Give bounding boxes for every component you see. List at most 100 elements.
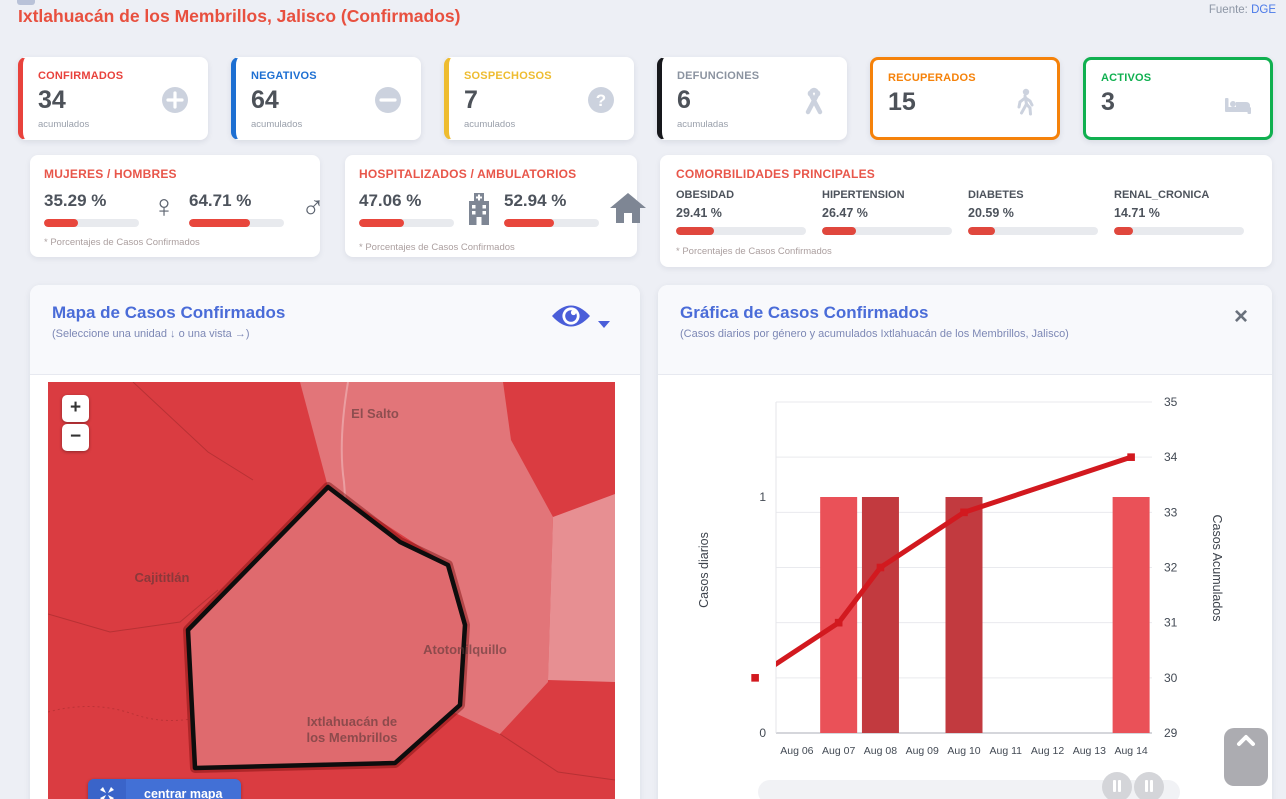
- center-map-button[interactable]: centrar mapa: [88, 779, 241, 799]
- ribbon-icon: [798, 84, 830, 116]
- svg-text:29: 29: [1164, 726, 1178, 740]
- svg-text:Aug 06: Aug 06: [780, 745, 813, 757]
- map-label-el-salto: El Salto: [351, 406, 399, 421]
- svg-text:Aug 08: Aug 08: [864, 745, 897, 757]
- map-label-ixtlahuacan-2: los Membrillos: [306, 730, 397, 745]
- gender-panel-title: MUJERES / HOMBRES: [44, 167, 177, 181]
- female-icon: ♀: [152, 188, 176, 224]
- card-label: CONFIRMADOS: [38, 70, 124, 82]
- comorbidity-progress: [676, 227, 806, 235]
- logo-fragment: [17, 0, 35, 5]
- chart-panel-title: Gráfica de Casos Confirmados: [680, 303, 929, 322]
- comorbidity-progress: [968, 227, 1098, 235]
- source-link[interactable]: DGE: [1251, 4, 1276, 16]
- comorbidity-progress: [1114, 227, 1244, 235]
- page-title: Ixtlahuacán de los Membrillos, Jalisco (…: [18, 6, 461, 26]
- hospitalized-percent: 47.06 %: [359, 191, 422, 210]
- card-defunciones: DEFUNCIONES 6 acumuladas: [657, 57, 847, 140]
- hospitalized-progress: [359, 219, 454, 227]
- map-zoom-out-button[interactable]: −: [62, 424, 89, 451]
- map-zoom-in-button[interactable]: +: [62, 395, 89, 422]
- bed-icon: [1222, 86, 1254, 118]
- card-label: ACTIVOS: [1101, 72, 1152, 84]
- source-note: Fuente: DGE: [1209, 4, 1276, 16]
- map-label-cajititlan: Cajititlán: [135, 570, 190, 585]
- compress-arrows-icon: [88, 779, 126, 799]
- card-activos: ACTIVOS 3: [1083, 57, 1273, 140]
- card-sublabel: acumulados: [464, 119, 516, 130]
- hospital-footnote: * Porcentajes de Casos Confirmados: [359, 242, 515, 253]
- svg-text:Casos Acumulados: Casos Acumulados: [1210, 514, 1224, 621]
- chevron-up-icon: [1237, 735, 1255, 746]
- comorbidities-footnote: * Porcentajes de Casos Confirmados: [676, 246, 832, 257]
- comorbidity-hipertension: HIPERTENSION 26.47 %: [822, 189, 968, 235]
- ambulatory-progress: [504, 219, 599, 227]
- svg-text:30: 30: [1164, 671, 1178, 685]
- home-icon: [609, 193, 647, 229]
- card-sospechosos: SOSPECHOSOS 7 acumulados ?: [444, 57, 634, 140]
- card-label: NEGATIVOS: [251, 70, 317, 82]
- svg-text:Aug 10: Aug 10: [947, 745, 980, 757]
- chevron-down-icon[interactable]: [598, 321, 610, 328]
- svg-text:Aug 07: Aug 07: [822, 745, 855, 757]
- gender-panel: MUJERES / HOMBRES 35.29 % ♀ 64.71 % ♂ * …: [30, 155, 325, 257]
- female-percent: 35.29 %: [44, 191, 107, 210]
- comorbidity-progress: [822, 227, 952, 235]
- card-label: DEFUNCIONES: [677, 70, 760, 82]
- card-sublabel: acumulados: [38, 119, 90, 130]
- source-label: Fuente:: [1208, 4, 1248, 16]
- chart-panel-subtitle: (Casos diarios por género y acumulados I…: [680, 328, 1069, 340]
- center-map-label: centrar mapa: [144, 787, 223, 799]
- svg-text:0: 0: [759, 726, 766, 740]
- card-confirmados: CONFIRMADOS 34 acumulados: [18, 57, 208, 140]
- svg-text:31: 31: [1164, 616, 1178, 630]
- female-progress: [44, 219, 139, 227]
- svg-text:33: 33: [1164, 505, 1178, 519]
- comorbidity-renal-cronica: RENAL_CRONICA 14.71 %: [1114, 189, 1260, 235]
- pause-button-1[interactable]: [1102, 772, 1132, 799]
- map-label-atotonilquillo: Atotonilquillo: [423, 642, 507, 657]
- svg-text:1: 1: [759, 490, 766, 504]
- gender-footnote: * Porcentajes de Casos Confirmados: [44, 237, 200, 248]
- choropleth-map: El Salto Cajititlán Atotonilquillo Ixtla…: [47, 381, 616, 799]
- chart-horizontal-scrollbar[interactable]: [758, 780, 1180, 799]
- eye-icon[interactable]: [550, 301, 592, 331]
- comorbidity-obesidad: OBESIDAD 29.41 %: [676, 189, 822, 235]
- card-value: 15: [888, 88, 916, 116]
- svg-text:Aug 14: Aug 14: [1114, 745, 1147, 757]
- scroll-to-top-button[interactable]: [1224, 728, 1268, 786]
- minus-circle-icon: [372, 84, 404, 116]
- walking-person-icon: [1009, 86, 1041, 118]
- chart-panel: Gráfica de Casos Confirmados (Casos diar…: [658, 285, 1272, 799]
- map-label-ixtlahuacan-1: Ixtlahuacán de: [307, 714, 397, 729]
- hospital-panel-title: HOSPITALIZADOS / AMBULATORIOS: [359, 167, 577, 181]
- close-icon[interactable]: ×: [1233, 303, 1248, 330]
- question-circle-icon: ?: [585, 84, 617, 116]
- card-value: 34: [38, 86, 66, 114]
- card-recuperados: RECUPERADOS 15: [870, 57, 1060, 140]
- card-label: RECUPERADOS: [888, 72, 976, 84]
- svg-text:Casos diarios: Casos diarios: [697, 532, 711, 608]
- pause-button-2[interactable]: [1134, 772, 1164, 799]
- svg-text:35: 35: [1164, 395, 1178, 409]
- chart-panel-header: Gráfica de Casos Confirmados (Casos diar…: [658, 285, 1272, 375]
- map-panel-header: Mapa de Casos Confirmados (Seleccione un…: [30, 285, 640, 375]
- card-value: 6: [677, 86, 691, 114]
- plus-circle-icon: [159, 84, 191, 116]
- svg-text:Aug 11: Aug 11: [990, 745, 1023, 757]
- map-panel: Mapa de Casos Confirmados (Seleccione un…: [30, 285, 640, 799]
- svg-text:Aug 12: Aug 12: [1031, 745, 1064, 757]
- card-value: 64: [251, 86, 279, 114]
- hospital-building-icon: [462, 193, 496, 231]
- male-icon: ♂: [301, 188, 325, 224]
- hospital-panel: HOSPITALIZADOS / AMBULATORIOS 47.06 %: [345, 155, 646, 257]
- selected-region-polygon[interactable]: [185, 484, 468, 771]
- map-panel-title: Mapa de Casos Confirmados: [52, 303, 286, 322]
- svg-text:Aug 09: Aug 09: [906, 745, 939, 757]
- comorbidities-title: COMORBILIDADES PRINCIPALES: [676, 167, 875, 181]
- comorbidities-panel: COMORBILIDADES PRINCIPALES OBESIDAD 29.4…: [660, 155, 1272, 267]
- card-label: SOSPECHOSOS: [464, 70, 552, 82]
- svg-text:34: 34: [1164, 450, 1178, 464]
- map-canvas[interactable]: El Salto Cajititlán Atotonilquillo Ixtla…: [47, 381, 616, 799]
